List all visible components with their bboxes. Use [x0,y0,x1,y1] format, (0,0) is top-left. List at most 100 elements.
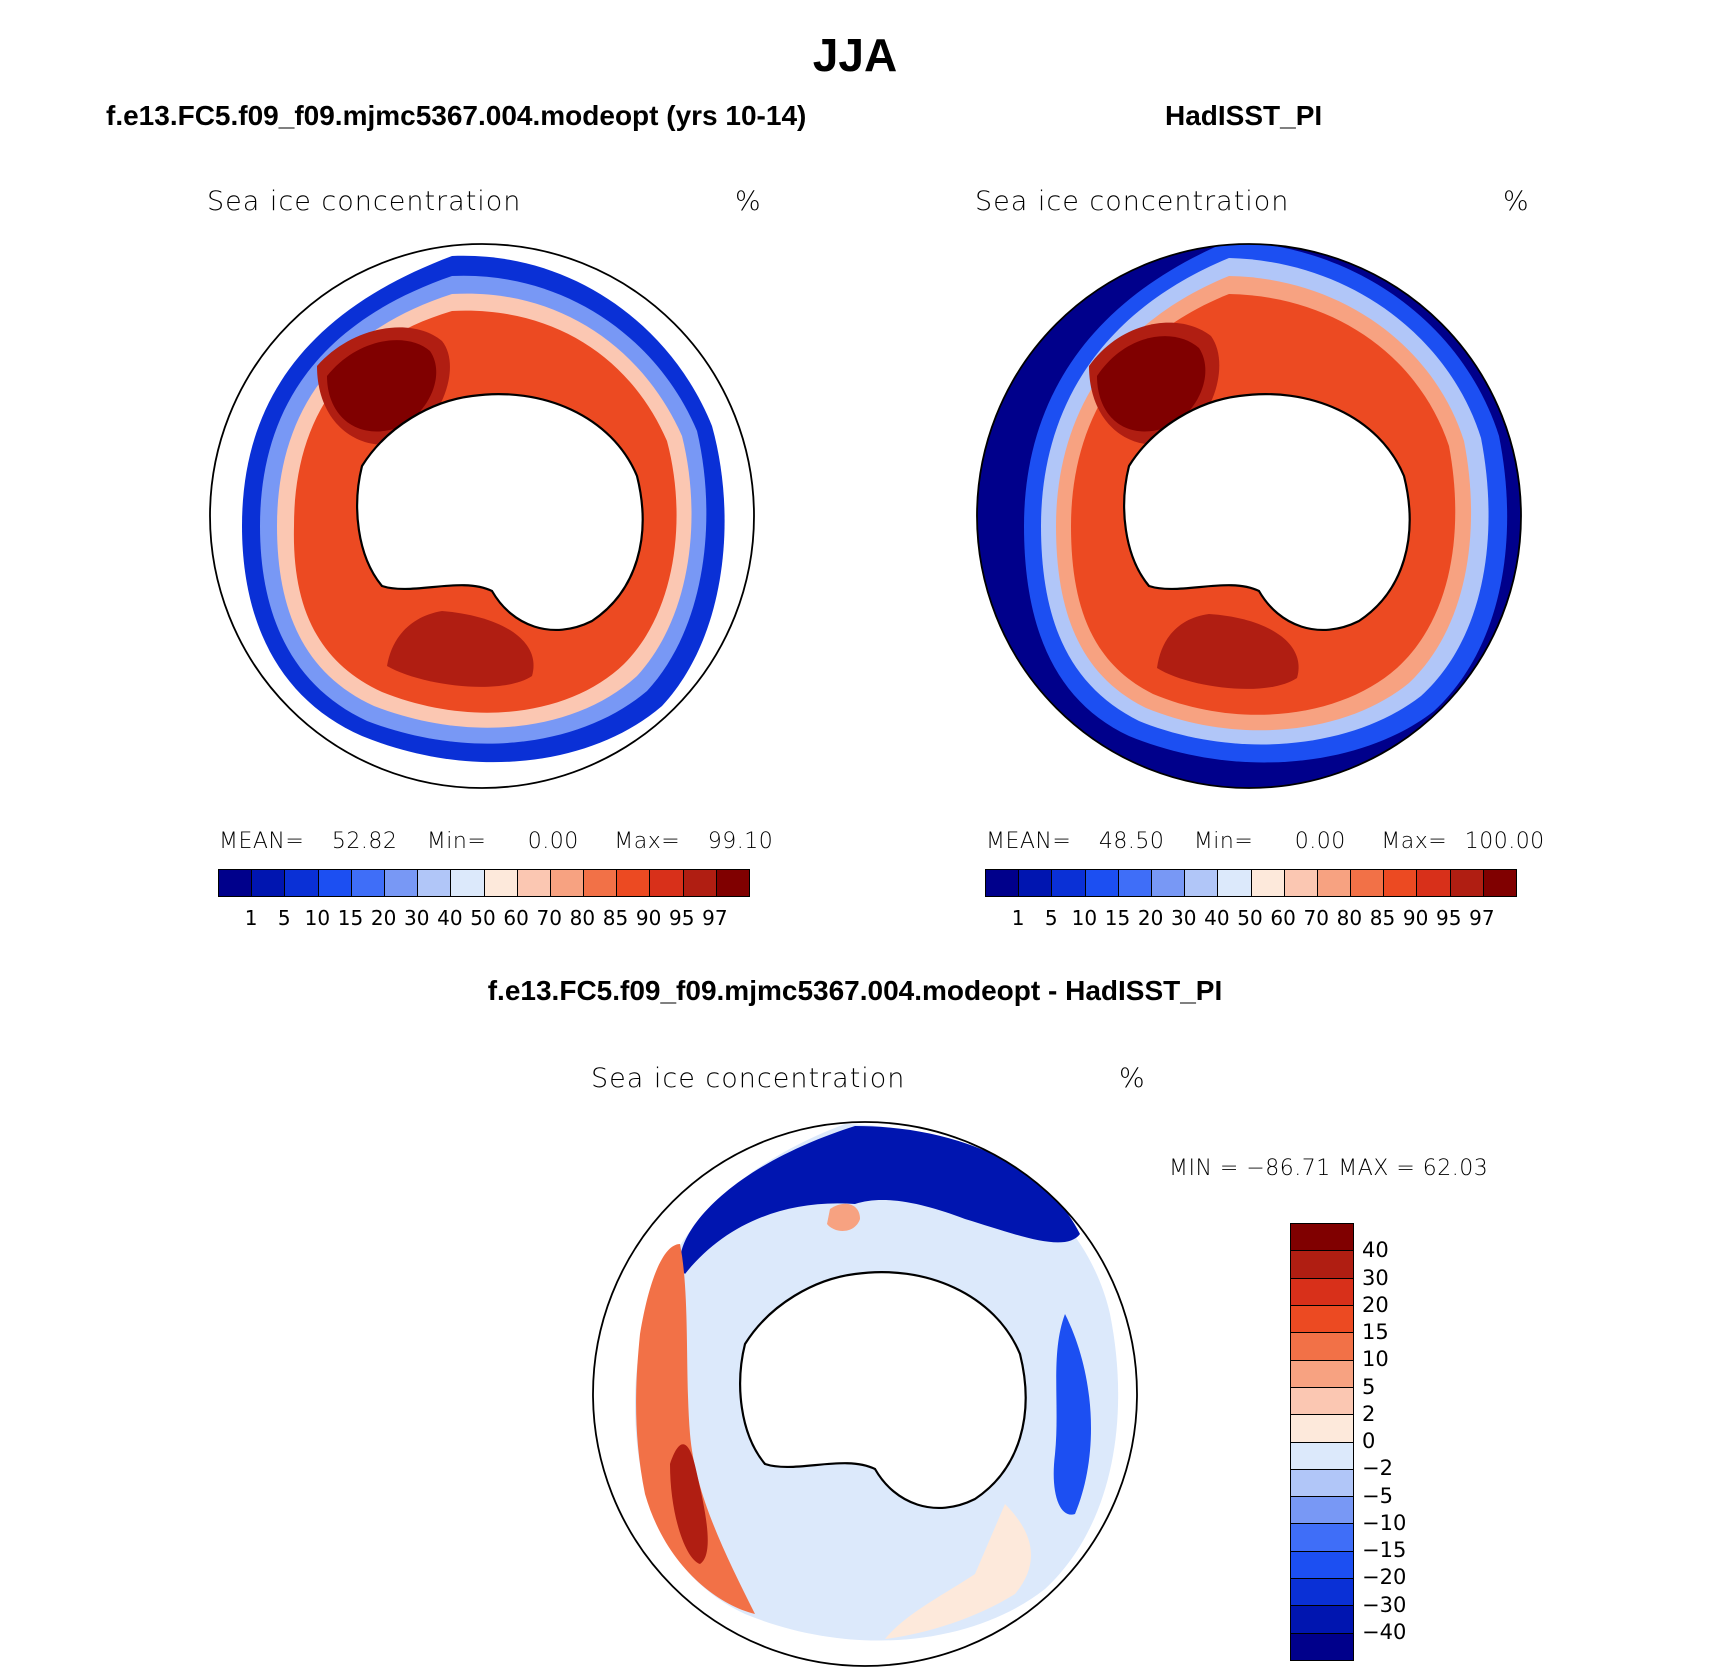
panel-1-colorbar-tick-label: 30 [404,906,430,930]
panel-1-colorbar-swatch [351,870,385,896]
panel-1-colorbar-tick-label: 40 [437,906,463,930]
diff-colorbar-tick-label: 30 [1362,1265,1389,1290]
panel-1-colorbar-tick-label: 90 [635,906,662,930]
panel-2-colorbar-tick-label: 10 [1071,906,1098,930]
panel-1-colorbar-tick-label: 60 [503,906,529,930]
panel-2-colorbar-swatch [986,870,1020,896]
panel-2-polar-map [976,243,1522,789]
panel-1-colorbar-swatch [650,870,684,896]
panel-2-colorbar-swatch [1317,870,1352,896]
panel-2-colorbar-swatch [1251,870,1285,896]
max-label: Max= [1381,829,1448,854]
diff-colorbar-tick-label: −40 [1362,1619,1407,1644]
diff-colorbar-swatch [1291,1224,1353,1252]
panel-2-colorbar-labels: 1 5 10 15 20 30 40 50 60 70 80 85 90 95 97 [985,906,1515,930]
panel-2-colorbar-tick-label: 15 [1104,906,1131,930]
diff-variable-label: Sea ice concentration [591,1063,906,1094]
panel-2-colorbar-swatch [1284,870,1318,896]
panel-1-colorbar-tick-label: 80 [569,906,596,930]
diff-colorbar-swatch [1291,1278,1353,1306]
panel-2-colorbar-tick-label: 60 [1270,906,1296,930]
panel-1-colorbar-tick-label: 70 [536,906,562,930]
diff-colorbar-swatch [1291,1415,1353,1443]
panel-1-colorbar-tick-label: 95 [669,906,695,930]
panel-1-colorbar-swatch [550,870,585,896]
panel-1-colorbar-swatch [252,870,286,896]
diff-colorbar-tick-label: −5 [1362,1483,1393,1508]
panel-1-stats: MEAN= 52.82 Min= 0.00 Max= 99.10 [219,829,773,854]
min-value: 0.00 [527,829,579,854]
panel-1-colorbar-swatch [285,870,319,896]
diff-case-title: f.e13.FC5.f09_f09.mjmc5367.004.modeopt -… [487,975,1223,1006]
panel-1-colorbar-tick-label: 97 [702,906,728,930]
diff-colorbar-swatch [1291,1497,1353,1525]
mean-label: MEAN= [986,829,1072,854]
diff-colorbar-swatch [1291,1387,1353,1416]
diff-colorbar-swatch [1291,1469,1353,1498]
panel-1-colorbar-swatch [517,870,551,896]
panel-1-colorbar-tick-label: 10 [304,906,331,930]
diff-polar-map [592,1121,1138,1667]
diff-colorbar-tick-label: 20 [1362,1292,1389,1317]
panel-1-colorbar-swatch [683,870,717,896]
diff-minmax: MIN = −86.71 MAX = 62.03 [1169,1156,1489,1181]
mean-value: 48.50 [1098,829,1165,854]
mean-label: MEAN= [219,829,305,854]
diff-colorbar-labels: 40 30 20 15 10 5 2 0 −2 −5 −10 −15 −20 −30 −40 [1362,1223,1442,1659]
panel-2-colorbar-tick-label: 90 [1402,906,1429,930]
diff-colorbar-swatch [1291,1360,1353,1388]
panel-2-colorbar-swatch [1185,870,1219,896]
panel-1-colorbar [218,869,750,897]
main-title: JJA [812,29,898,81]
panel-2-colorbar-swatch [1085,870,1119,896]
panel-2-units-label: % [1503,186,1529,217]
panel-2-stats: MEAN= 48.50 Min= 0.00 Max= 100.00 [986,829,1545,854]
panel-2-colorbar-tick-label: 5 [1044,906,1058,930]
panel-2-colorbar-tick-label: 1 [1011,906,1025,930]
panel-2-colorbar-tick-label: 20 [1137,906,1164,930]
panel-1-variable-label: Sea ice concentration [207,186,522,217]
diff-colorbar [1290,1223,1354,1661]
diff-colorbar-swatch [1291,1606,1353,1634]
panel-2-colorbar-swatch [1384,870,1418,896]
panel-1-colorbar-swatch [219,870,253,896]
panel-2-case-title: HadISST_PI [1165,100,1323,131]
panel-1-colorbar-swatch [716,870,749,896]
panel-1-colorbar-tick-label: 50 [470,906,496,930]
panel-1-colorbar-swatch [384,870,419,896]
panel-1-colorbar-tick-label: 85 [602,906,629,930]
max-value: 100.00 [1464,829,1545,854]
panel-2-colorbar-swatch [1483,870,1516,896]
diff-colorbar-tick-label: 5 [1362,1374,1376,1399]
diff-colorbar-tick-label: 0 [1362,1429,1376,1453]
panel-2-colorbar-tick-label: 97 [1469,906,1495,930]
panel-2-colorbar-tick-label: 50 [1237,906,1263,930]
panel-1-colorbar-labels: 1 5 10 15 20 30 40 50 60 70 80 85 90 95 97 [218,906,748,930]
panel-2-colorbar-tick-label: 95 [1436,906,1462,930]
panel-2-colorbar-swatch [1450,870,1484,896]
panel-1-case-title: f.e13.FC5.f09_f09.mjmc5367.004.modeopt (… [106,100,807,131]
diff-colorbar-swatch [1291,1579,1353,1607]
panel-2-colorbar-swatch [1118,870,1152,896]
panel-1-colorbar-tick-label: 1 [244,906,258,930]
diff-colorbar-swatch [1291,1251,1353,1279]
diff-colorbar-swatch [1291,1305,1353,1334]
diff-colorbar-tick-label: −2 [1362,1456,1393,1481]
diff-colorbar-swatch [1291,1551,1353,1580]
max-value: 99.10 [707,829,774,854]
diff-units-label: % [1119,1063,1145,1094]
panel-1-polar-map [209,243,755,789]
max-label: Max= [614,829,681,854]
panel-2-colorbar-tick-label: 80 [1336,906,1363,930]
diff-colorbar-tick-label: 2 [1362,1401,1376,1426]
diff-colorbar-swatch [1291,1333,1353,1361]
min-label: Min= [1193,829,1254,854]
panel-2-colorbar-swatch [1052,870,1086,896]
panel-2-colorbar-swatch [1417,870,1451,896]
panel-1-colorbar-swatch [451,870,485,896]
panel-2-colorbar-swatch [1019,870,1053,896]
diff-colorbar-tick-label: 40 [1362,1238,1389,1263]
panel-2-colorbar [985,869,1517,897]
panel-1-colorbar-swatch [318,870,352,896]
diff-colorbar-tick-label: 15 [1362,1320,1389,1344]
